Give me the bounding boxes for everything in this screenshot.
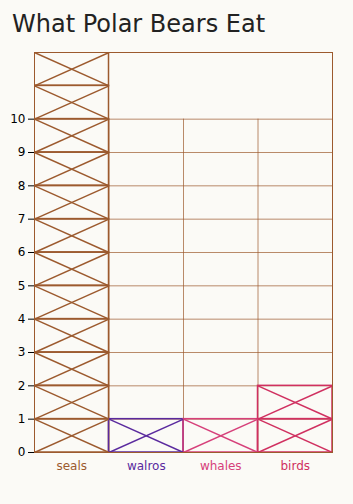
svg-text:2: 2 bbox=[18, 379, 26, 393]
svg-text:8: 8 bbox=[18, 179, 26, 193]
svg-text:walros: walros bbox=[127, 459, 166, 473]
svg-text:1: 1 bbox=[18, 412, 26, 426]
svg-text:10: 10 bbox=[10, 112, 25, 126]
svg-text:3: 3 bbox=[18, 345, 26, 359]
svg-text:whales: whales bbox=[200, 459, 242, 473]
svg-text:0: 0 bbox=[18, 445, 26, 459]
svg-text:7: 7 bbox=[18, 212, 26, 226]
svg-text:birds: birds bbox=[280, 459, 310, 473]
svg-text:seals: seals bbox=[56, 459, 87, 473]
svg-text:5: 5 bbox=[18, 279, 26, 293]
svg-text:4: 4 bbox=[18, 312, 26, 326]
html-text:What Polar Bears Eat: What Polar Bears Eat bbox=[12, 10, 266, 38]
svg-text:6: 6 bbox=[18, 245, 26, 259]
svg-text:9: 9 bbox=[18, 145, 26, 159]
